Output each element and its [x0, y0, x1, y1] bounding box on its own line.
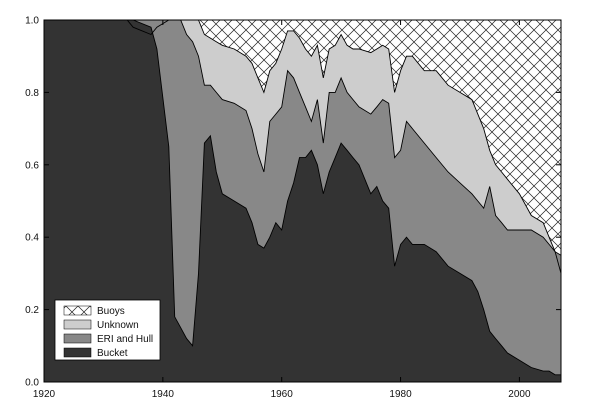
legend-label-eri-and-hull: ERI and Hull [97, 334, 153, 345]
y-tick-label: 0.2 [25, 305, 39, 316]
area-bucket [44, 20, 561, 382]
y-tick-label: 0.4 [25, 233, 39, 244]
x-tick-label: 1940 [152, 389, 175, 400]
stacked-areas [44, 20, 561, 382]
line-unknown [44, 20, 561, 274]
x-tick-label: 1920 [33, 389, 56, 400]
y-tick-label: 1.0 [25, 16, 39, 27]
y-tick-label: 0.6 [25, 160, 39, 171]
x-tick-label: 1960 [271, 389, 294, 400]
x-tick-label: 2000 [508, 389, 531, 400]
y-tick-label: 0.8 [25, 88, 39, 99]
line-eri-and-hull [44, 20, 561, 256]
y-axis: 0.0 0.2 0.4 0.6 0.8 1.0 [25, 16, 561, 389]
legend-label-buoys: Buoys [97, 306, 125, 317]
legend-swatch-eri-and-hull [63, 333, 92, 344]
legend-label-bucket: Bucket [97, 348, 128, 359]
legend-swatch-bucket [63, 347, 92, 358]
line-bucket [44, 20, 561, 376]
plot-frame [43, 19, 562, 383]
legend: Buoys Unknown ERI and Hull Bucket [54, 299, 161, 361]
x-tick-label: 1980 [389, 389, 412, 400]
x-axis: 1920 1940 1960 1980 2000 [33, 20, 531, 400]
legend-swatch-buoys [63, 305, 92, 316]
legend-label-unknown: Unknown [97, 320, 139, 331]
y-tick-label: 0.0 [25, 378, 39, 389]
legend-swatch-unknown [63, 319, 92, 330]
